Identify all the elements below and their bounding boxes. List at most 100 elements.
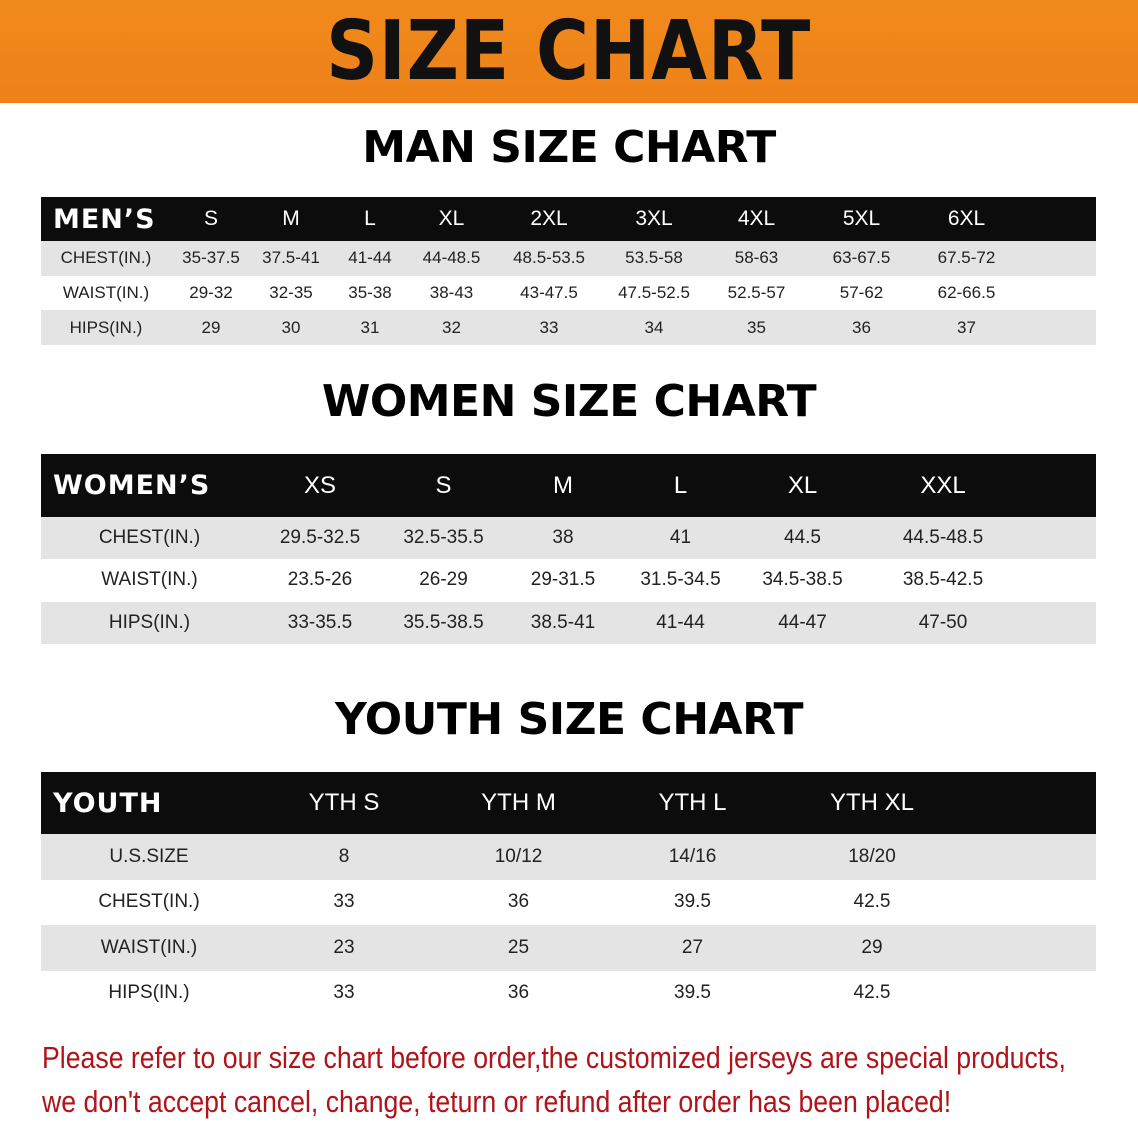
table-cell: 4XL: [737, 207, 776, 230]
table-cell: 8: [338, 845, 350, 867]
table-cell: 32.5-35.5: [403, 527, 484, 549]
notice-line: we don't accept cancel, change, teturn o…: [42, 1084, 952, 1119]
table-cell: 29: [861, 936, 883, 958]
table-cell: M: [282, 207, 300, 230]
table-cell: 25: [507, 936, 530, 958]
row-label: WOMEN’S: [53, 470, 211, 501]
table-cell: XL: [787, 471, 818, 499]
table-cell: 14/16: [668, 845, 717, 867]
table-cell: 41-44: [656, 611, 705, 633]
table-row: WAIST(IN.) 29-32 32-35 35-38 38-43 43-47.5 47.…: [41, 275, 1096, 311]
table-cell: 44-47: [778, 611, 827, 633]
table-cell: 38: [552, 527, 574, 549]
table-cell: 35-38: [348, 283, 392, 303]
table-cell: 44-48.5: [422, 248, 481, 268]
table-cell: 31: [360, 317, 380, 337]
men-size-table: MEN’S S M L XL 2XL 3XL 4XL 5XL 6XL CHEST(IN.) 35-37…: [41, 197, 1096, 346]
table-row: CHEST(IN.) 33 36 39.5 42.5: [41, 879, 1096, 925]
table-cell: 26-29: [419, 569, 468, 591]
table-cell: 36: [507, 891, 530, 913]
banner: SIZE CHART: [0, 0, 1138, 103]
table-cell: 35.5-38.5: [403, 611, 484, 633]
row-label: WAIST(IN.): [100, 936, 198, 958]
table-cell: 29-32: [189, 283, 233, 303]
table-cell: XL: [438, 207, 465, 230]
table-cell: 23: [333, 936, 355, 958]
table-header-row: YOUTH YTH S YTH M YTH L YTH XL: [41, 772, 1096, 834]
table-cell: YTH L: [658, 789, 727, 816]
table-cell: 38-43: [429, 283, 474, 303]
table-row: HIPS(IN.) 33 36 39.5 42.5: [41, 970, 1096, 1016]
table-cell: 44.5-48.5: [902, 527, 984, 549]
table-cell: 42.5: [853, 891, 891, 913]
table-cell: 29.5-32.5: [279, 527, 361, 549]
table-cell: M: [553, 471, 573, 499]
table-cell: S: [203, 207, 218, 230]
table-cell: 29-31.5: [530, 569, 596, 591]
table-cell: 32: [442, 317, 461, 337]
row-label: HIPS(IN.): [108, 982, 190, 1004]
row-label: MEN’S: [53, 203, 156, 235]
table-cell: 47.5-52.5: [618, 283, 690, 303]
table-cell: YTH M: [481, 789, 556, 816]
table-cell: XS: [303, 471, 336, 499]
table-cell: 35-37.5: [182, 248, 240, 268]
table-row: U.S.SIZE 8 10/12 14/16 18/20: [41, 834, 1096, 880]
table-cell: 63-67.5: [832, 248, 891, 268]
table-cell: 44.5: [784, 527, 821, 549]
table-cell: 47-50: [918, 611, 968, 633]
table-cell: 58-63: [734, 248, 779, 268]
table-row: WAIST(IN.) 23.5-26 26-29 29-31.5 31.5-34.5 34…: [41, 559, 1096, 602]
row-label: HIPS(IN.): [108, 611, 191, 633]
table-cell: 33: [333, 982, 355, 1004]
table-cell: 38.5-41: [530, 611, 596, 633]
row-label: HIPS(IN.): [69, 317, 143, 337]
table-cell: 34.5-38.5: [762, 569, 843, 591]
table-cell: 52.5-57: [727, 283, 786, 303]
table-cell: 33-35.5: [287, 611, 353, 633]
youth-size-table: YOUTH YTH S YTH M YTH L YTH XL U.S.SIZE 8 10/12…: [41, 772, 1096, 1016]
youth-section-title: YOUTH SIZE CHART: [334, 694, 804, 745]
table-cell: 42.5: [853, 982, 891, 1004]
table-cell: 18/20: [848, 845, 896, 867]
table-cell: 33: [539, 317, 559, 337]
table-cell: XXL: [920, 471, 966, 499]
table-cell: 57-62: [839, 283, 884, 303]
table-cell: 6XL: [947, 207, 986, 230]
row-label: CHEST(IN.): [60, 248, 152, 268]
table-cell: 34: [644, 317, 664, 337]
table-cell: 32-35: [269, 283, 313, 303]
table-cell: 33: [333, 891, 355, 913]
table-cell: 23.5-26: [287, 569, 353, 591]
table-row: CHEST(IN.) 29.5-32.5 32.5-35.5 38 41 44.5 44.5…: [41, 517, 1096, 560]
order-notice: Please refer to our size chart before or…: [42, 1036, 1066, 1124]
table-cell: S: [435, 471, 452, 499]
row-label: WAIST(IN.): [101, 569, 198, 591]
table-row: HIPS(IN.) 29 30 31 32 33 34 35 36 37: [41, 310, 1096, 346]
table-cell: L: [364, 207, 376, 230]
table-cell: 31.5-34.5: [640, 569, 721, 591]
table-cell: 5XL: [842, 207, 881, 230]
table-cell: 41: [669, 527, 692, 549]
table-cell: 10/12: [494, 845, 543, 867]
table-cell: 43-47.5: [520, 283, 578, 303]
table-cell: 37: [957, 317, 976, 337]
table-cell: YTH S: [308, 789, 380, 816]
table-cell: 36: [507, 982, 530, 1004]
table-cell: 53.5-58: [625, 248, 683, 268]
table-row: CHEST(IN.) 35-37.5 37.5-41 41-44 44-48.5 48.5…: [41, 241, 1096, 276]
banner-title: SIZE CHART: [326, 4, 812, 99]
table-cell: 3XL: [635, 207, 673, 230]
table-cell: YTH XL: [829, 789, 915, 816]
table-row: WAIST(IN.) 23 25 27 29: [41, 925, 1096, 971]
table-cell: 2XL: [530, 207, 568, 230]
row-label: CHEST(IN.): [98, 527, 201, 549]
table-cell: 36: [852, 317, 871, 337]
notice-line: Please refer to our size chart before or…: [42, 1040, 1066, 1075]
table-cell: L: [673, 471, 688, 499]
table-cell: 37.5-41: [262, 248, 320, 268]
table-header-row: MEN’S S M L XL 2XL 3XL 4XL 5XL 6XL: [41, 197, 1096, 241]
table-row: HIPS(IN.) 33-35.5 35.5-38.5 38.5-41 41-44 44-…: [41, 601, 1096, 644]
table-cell: 67.5-72: [937, 248, 996, 268]
table-header-row: WOMEN’S XS S M L XL XXL: [41, 454, 1096, 517]
